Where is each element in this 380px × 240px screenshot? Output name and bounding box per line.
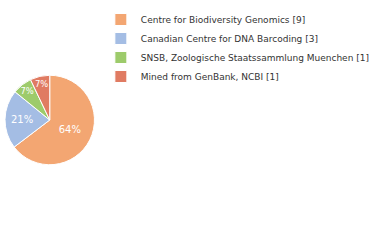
svg-text:21%: 21% bbox=[11, 114, 33, 125]
svg-text:Canadian Centre for DNA Barcod: Canadian Centre for DNA Barcoding [3] bbox=[141, 34, 318, 44]
svg-text:Mined from GenBank, NCBI [1]: Mined from GenBank, NCBI [1] bbox=[141, 72, 279, 82]
svg-text:7%: 7% bbox=[35, 79, 48, 89]
svg-text:7%: 7% bbox=[20, 86, 33, 96]
svg-text:64%: 64% bbox=[59, 124, 81, 135]
svg-text:Centre for Biodiversity Genomi: Centre for Biodiversity Genomics [9] bbox=[141, 15, 305, 25]
svg-text:SNSB, Zoologische Staatssammlu: SNSB, Zoologische Staatssammlung Muenche… bbox=[141, 53, 369, 63]
